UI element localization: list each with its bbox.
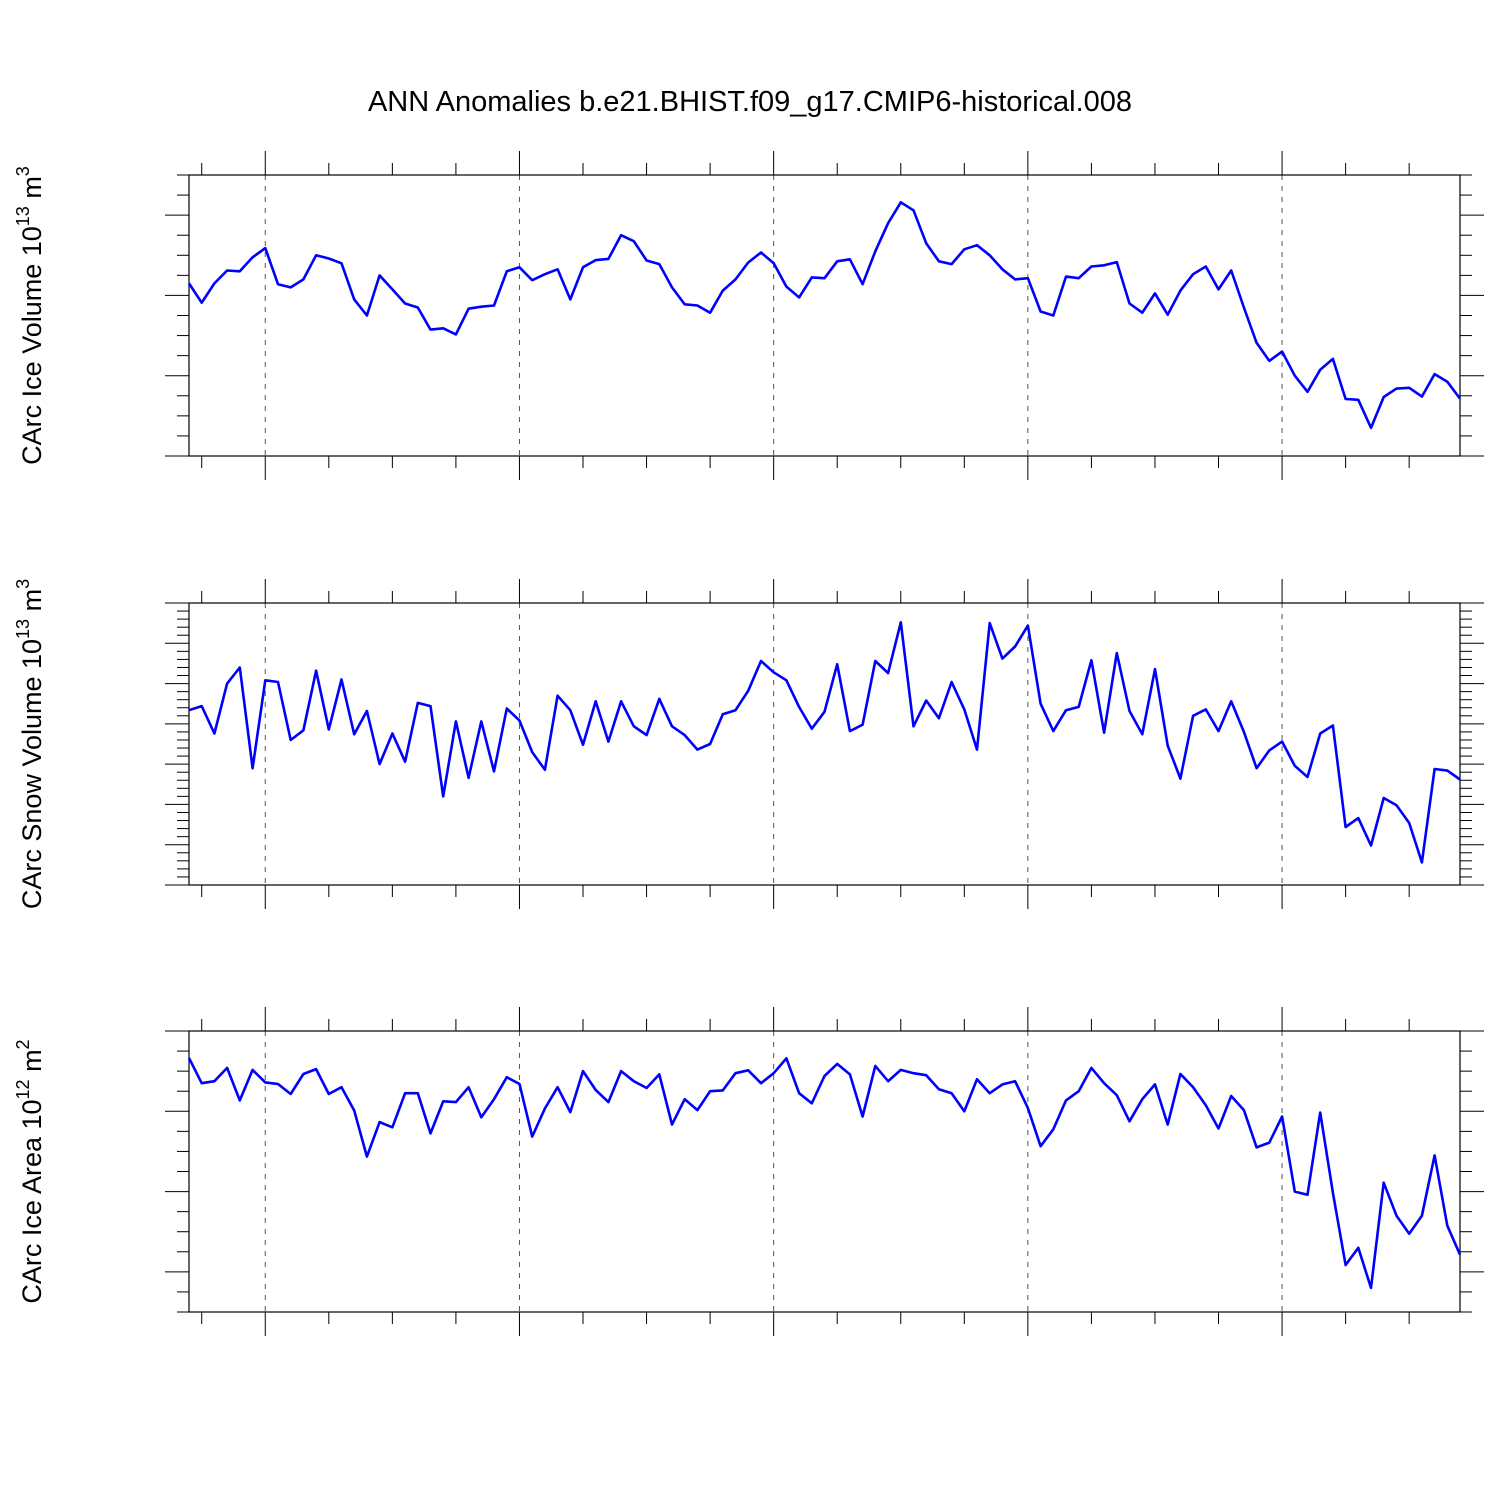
- y-axis-label-part: 13: [13, 206, 33, 226]
- chart-panel-2: CArc Snow Volume 1013 m3: [13, 579, 1484, 909]
- plot-frame: [188, 602, 1461, 886]
- y-axis-label-part: CArc Snow Volume 10: [17, 639, 47, 909]
- y-axis-label: CArc Ice Volume 1013 m3: [13, 166, 47, 465]
- y-axis-label-part: m: [17, 1049, 47, 1079]
- series-line-1: [187, 1057, 1462, 1290]
- y-axis-label-part: 3: [13, 579, 33, 589]
- y-axis-label-part: 2: [13, 1039, 33, 1049]
- series-line-1: [188, 620, 1461, 864]
- y-axis-label-part: m: [17, 176, 47, 206]
- y-axis-label-part: 3: [13, 166, 33, 176]
- plot-frame: [188, 174, 1461, 457]
- y-axis-label-part: CArc Ice Area 10: [17, 1099, 47, 1303]
- y-axis-label-part: 12: [13, 1079, 33, 1099]
- chart-panel-3: CArc Ice Area 1012 m2: [13, 1007, 1484, 1336]
- series-line-1: [187, 201, 1462, 430]
- figure-title: ANN Anomalies b.e21.BHIST.f09_g17.CMIP6-…: [368, 86, 1132, 118]
- plot-frame: [188, 1030, 1461, 1313]
- chart-panel-1: CArc Ice Volume 1013 m3: [13, 151, 1484, 480]
- y-axis-label: CArc Ice Area 1012 m2: [13, 1039, 47, 1303]
- y-axis-label-part: m: [17, 589, 47, 619]
- y-axis-label-part: CArc Ice Volume 10: [17, 226, 47, 465]
- y-axis-label: CArc Snow Volume 1013 m3: [13, 579, 47, 909]
- y-axis-label-part: 13: [13, 619, 33, 639]
